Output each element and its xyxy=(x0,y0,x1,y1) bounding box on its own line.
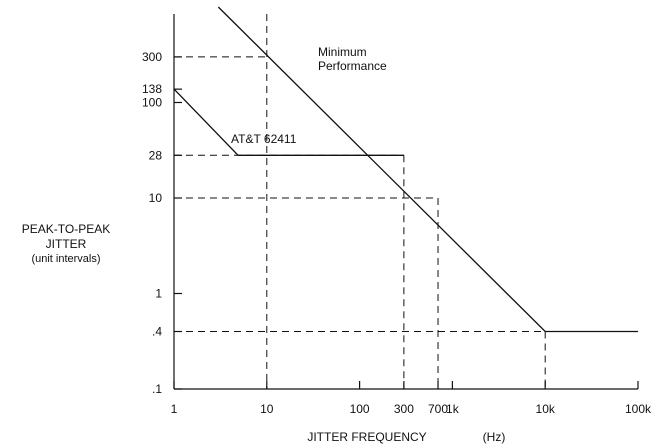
y-axis-title: PEAK-TO-PEAK JITTER (unit intervals) xyxy=(0,222,132,267)
x-tick-label-2: 100 xyxy=(350,402,370,416)
x-axis-unit: (Hz) xyxy=(483,430,506,444)
y-tick-label-1: .4 xyxy=(152,325,162,339)
y-tick-label-3: 10 xyxy=(149,191,163,205)
x-tick-label-5: 1k xyxy=(446,402,460,416)
x-tick-label-6: 10k xyxy=(536,402,556,416)
axes xyxy=(174,14,638,389)
series-line-0 xyxy=(218,7,638,332)
y-tick-label-7: 300 xyxy=(142,50,162,64)
series-label-0-1: Performance xyxy=(318,59,387,73)
x-axis-title: JITTER FREQUENCY xyxy=(307,430,426,444)
x-tick-label-1: 10 xyxy=(260,402,274,416)
series-label-0-0: Minimum xyxy=(318,45,367,59)
x-tick-label-3: 300 xyxy=(394,402,414,416)
y-tick-label-2: 1 xyxy=(155,287,162,301)
x-tick-label-7: 100k xyxy=(625,402,652,416)
series-label-1-0: AT&T 62411 xyxy=(231,132,297,146)
y-axis-title-line-2: JITTER xyxy=(0,237,132,252)
y-tick-label-4: 28 xyxy=(149,148,163,162)
series-lines xyxy=(174,7,638,332)
y-axis-title-line-1: PEAK-TO-PEAK xyxy=(0,222,132,237)
x-tick-label-0: 1 xyxy=(171,402,178,416)
y-tick-label-6: 138 xyxy=(142,82,162,96)
y-tick-label-5: 100 xyxy=(142,96,162,110)
y-axis-title-line-3: (unit intervals) xyxy=(0,252,132,267)
y-tick-label-0: .1 xyxy=(152,382,162,396)
